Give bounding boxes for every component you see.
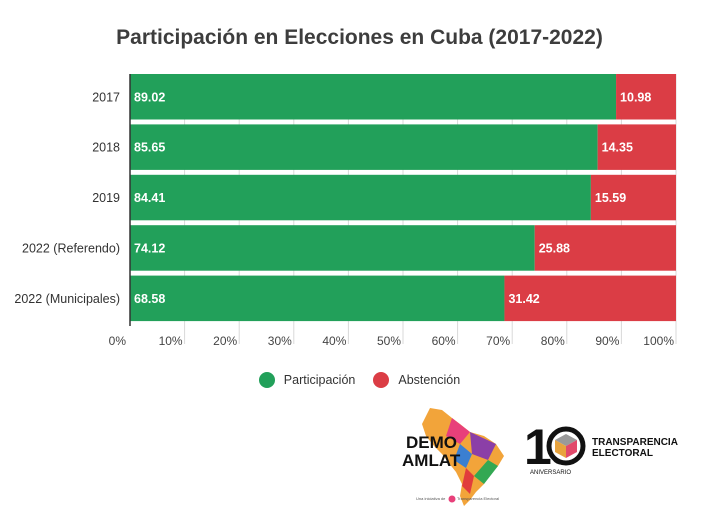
te-line1: TRANSPARENCIA [592, 437, 678, 448]
te-cube-icon-right [566, 440, 577, 458]
demoamlat-tagline: Una iniciativa de [416, 496, 446, 501]
legend: Participación Abstención [0, 372, 719, 388]
data-label: 31.42 [508, 292, 539, 306]
x-tick-label: 30% [268, 334, 292, 348]
bars [130, 74, 676, 322]
bar-abstencion[interactable] [597, 124, 676, 170]
te-line2: ELECTORAL [592, 448, 653, 459]
data-label: 25.88 [539, 241, 570, 255]
x-tick-label: 40% [322, 334, 346, 348]
data-label: 85.65 [134, 141, 165, 155]
legend-label-abstencion: Abstención [398, 373, 461, 387]
category-label: 2017 [92, 90, 120, 104]
x-tick-label: 80% [541, 334, 565, 348]
x-tick-labels: 0% 10% 20% 30% 40% 50% 60% 70% 80% 90% 100% [109, 334, 675, 348]
legend-swatch-abstencion [373, 372, 390, 388]
bar-abstencion[interactable] [590, 174, 676, 221]
stacked-bar-chart: 89.02 10.98 85.65 14.35 84.41 15.59 74.12 25.88… [14, 74, 677, 348]
legend-item-abstencion[interactable]: Abstención [373, 372, 460, 388]
x-tick-label: 60% [432, 334, 456, 348]
data-label: 89.02 [134, 90, 165, 104]
legend-item-participacion[interactable]: Participación [258, 372, 356, 388]
latam-map-shade-2 [470, 432, 496, 460]
x-tick-label: 90% [595, 334, 619, 348]
amlat-text: AMLAT [402, 451, 461, 470]
latam-map-shade-1 [446, 418, 470, 444]
bar-participacion[interactable] [130, 225, 535, 271]
bar-participacion[interactable] [130, 174, 591, 221]
category-label: 2019 [92, 191, 120, 205]
x-tick-label: 70% [486, 334, 510, 348]
bar-abstencion[interactable] [504, 275, 676, 322]
data-label: 84.41 [134, 191, 165, 205]
data-label: 14.35 [602, 141, 633, 155]
bar-participacion[interactable] [130, 74, 617, 120]
data-label: 74.12 [134, 241, 165, 255]
bar-abstencion[interactable] [616, 74, 676, 120]
te-mini-icon [448, 495, 456, 503]
x-tick-label: 20% [213, 334, 237, 348]
te-cube-icon-left [555, 440, 566, 458]
latam-map-shade-5 [462, 468, 474, 494]
legend-label-participacion: Participación [283, 373, 356, 387]
data-label: 15.59 [595, 191, 626, 205]
latam-map-shade-3 [454, 444, 472, 468]
chart-title: Participación en Elecciones en Cuba (201… [116, 26, 603, 49]
demoamlat-logo: DEMO AMLAT Una iniciativa de Transparenc… [402, 408, 504, 506]
bar-abstencion[interactable] [534, 225, 676, 271]
category-label: 2022 (Referendo) [22, 241, 120, 255]
transparencia-electoral-logo: 10 ANIVERSARIO TRANSPARENCIA ELECTORAL [524, 419, 678, 476]
x-tick-label: 0% [109, 334, 127, 348]
latam-map-shade-4 [474, 460, 498, 484]
bar-participacion[interactable] [130, 124, 598, 170]
demoamlat-tagline-brand: Transparencia Electoral [457, 496, 499, 501]
demo-text: DEMO [406, 433, 457, 452]
category-label: 2022 (Municipales) [14, 292, 120, 306]
x-tick-label: 10% [159, 334, 183, 348]
legend-swatch-participacion [258, 372, 275, 388]
category-label: 2018 [92, 141, 120, 155]
data-label: 68.58 [134, 292, 165, 306]
data-label: 10.98 [620, 90, 651, 104]
logos: DEMO AMLAT Una iniciativa de Transparenc… [402, 408, 678, 506]
te-anniversary: ANIVERSARIO [530, 470, 571, 476]
x-tick-label: 100% [643, 334, 674, 348]
category-labels: 2017 2018 2019 2022 (Referendo) 2022 (Munici… [14, 90, 120, 306]
value-labels: 89.02 10.98 85.65 14.35 84.41 15.59 74.12 25.88… [134, 90, 651, 306]
bar-participacion[interactable] [130, 275, 505, 322]
x-tick-label: 50% [377, 334, 401, 348]
